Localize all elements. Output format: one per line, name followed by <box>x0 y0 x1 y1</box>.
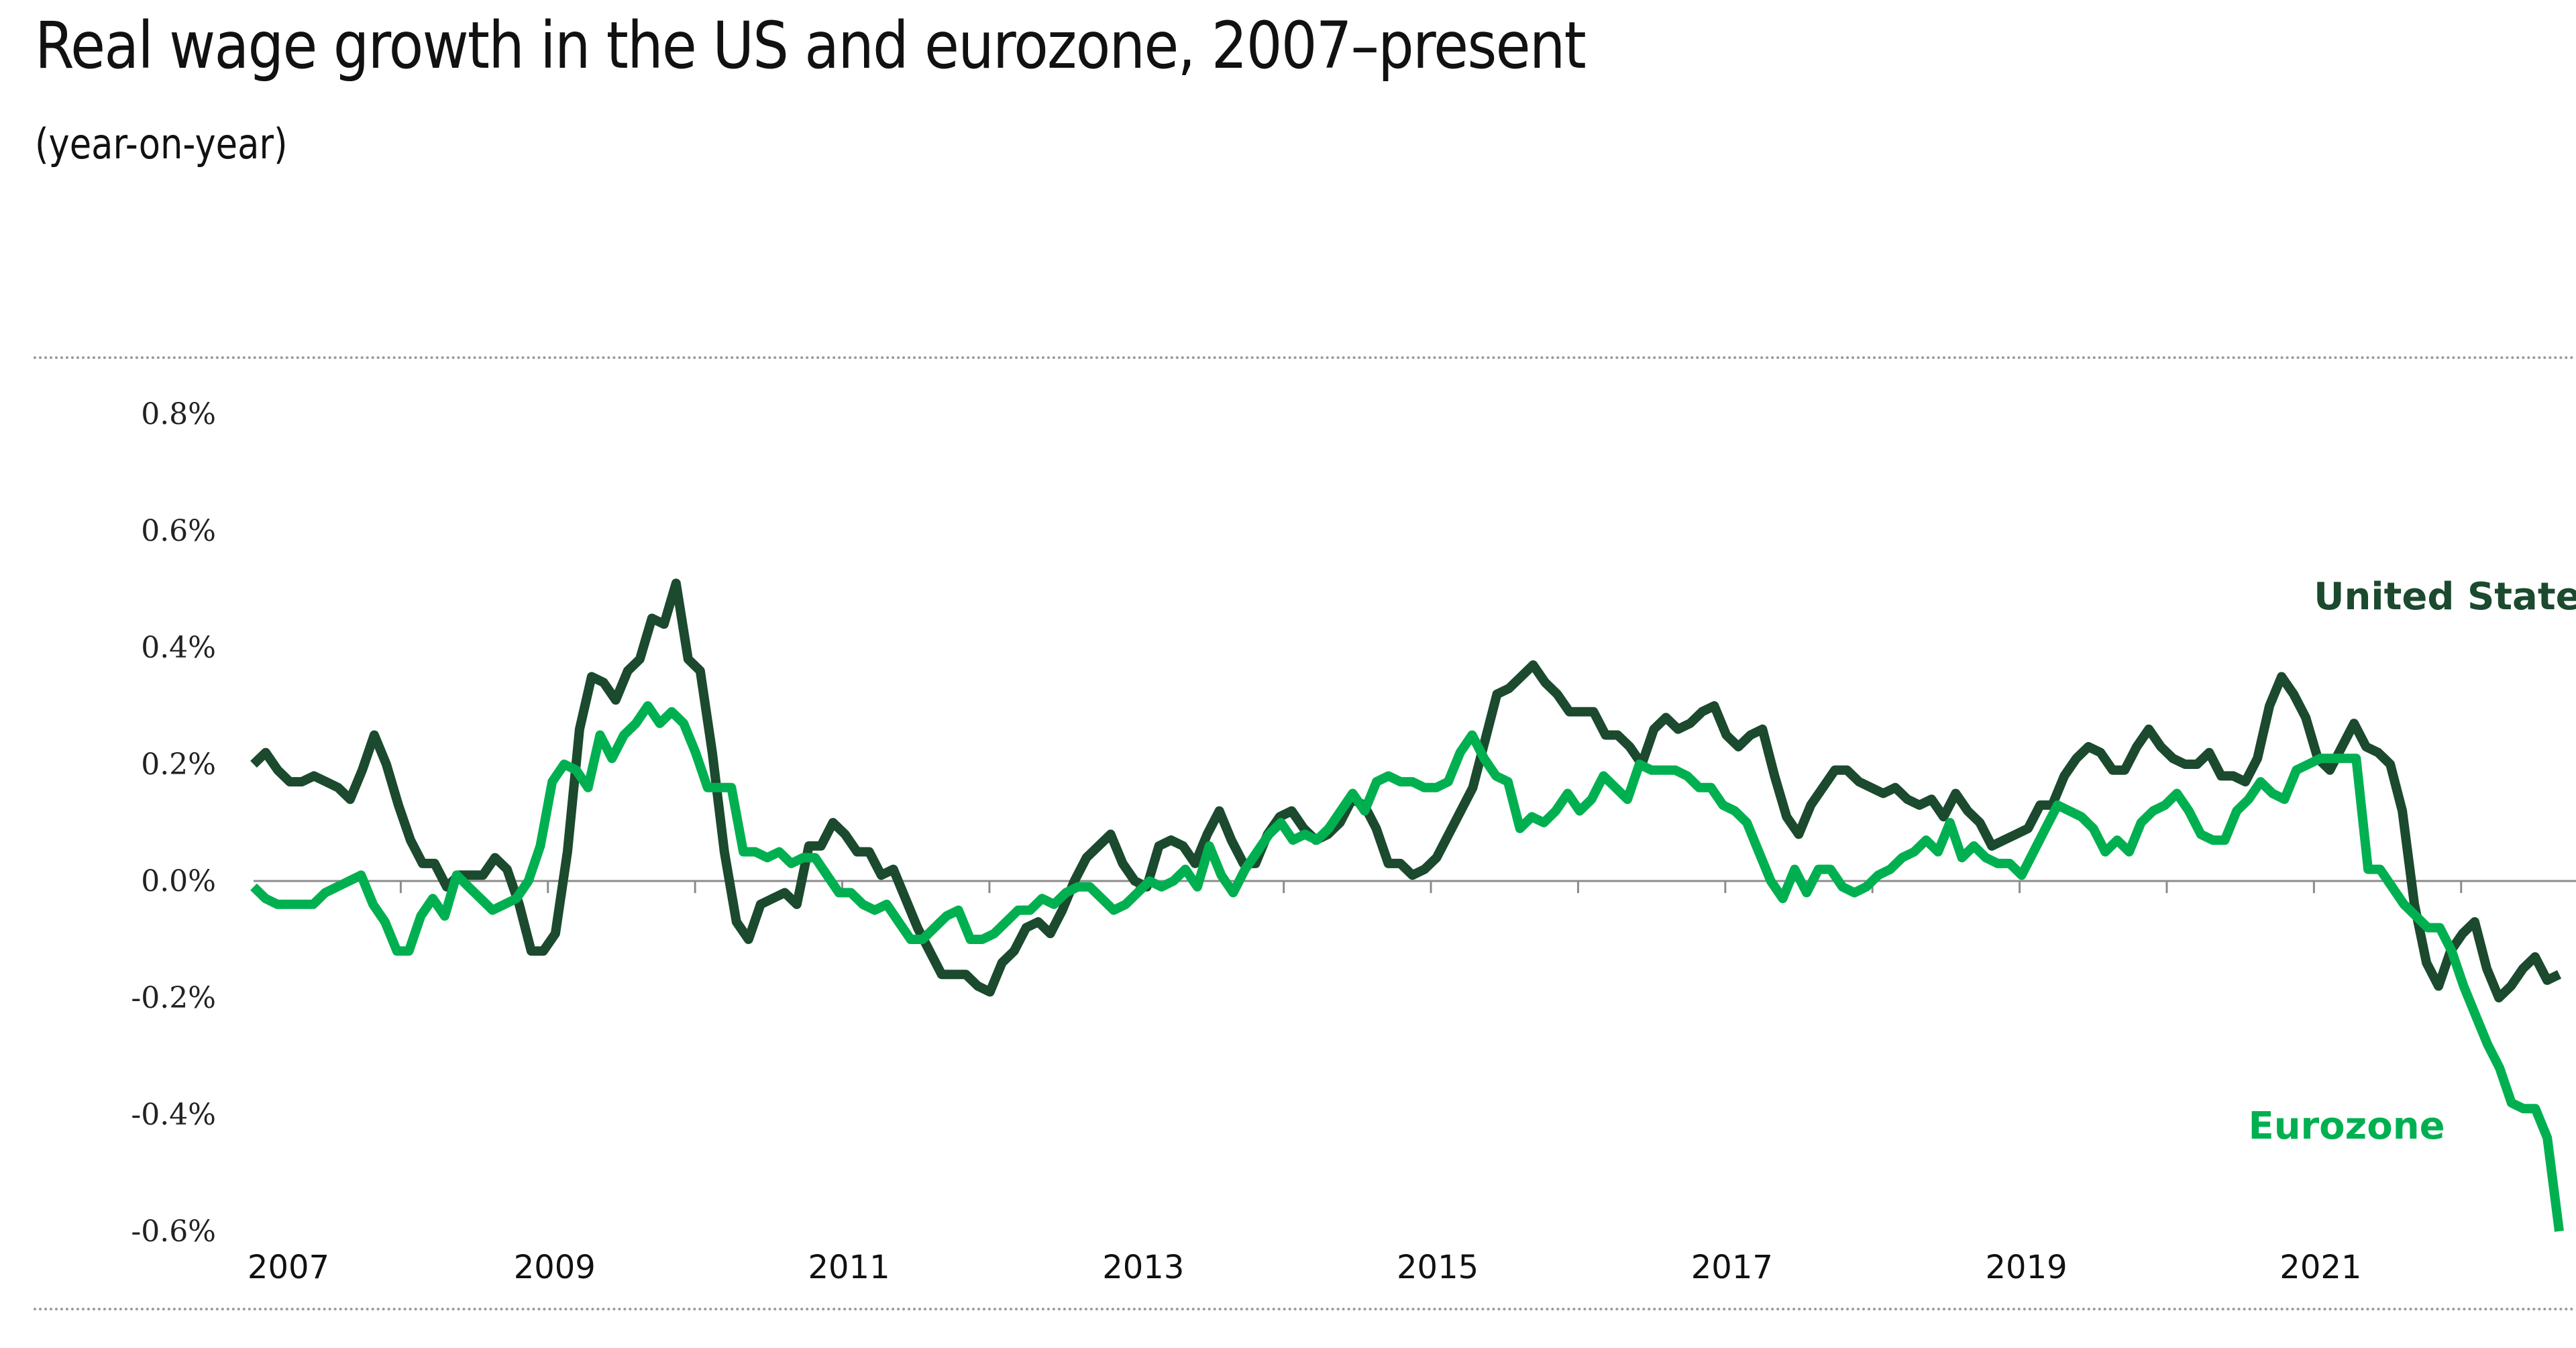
y-tick-label: -0.2% <box>131 981 216 1015</box>
y-tick-label: 0.2% <box>141 747 216 782</box>
x-tick-label: 2013 <box>1102 1249 1184 1286</box>
bottom-divider <box>34 1308 2576 1310</box>
x-tick-label: 2007 <box>248 1249 329 1286</box>
chart-subtitle: (year-on-year) <box>35 119 288 168</box>
y-tick-label: 0.6% <box>141 514 216 548</box>
chart-title: Real wage growth in the US and eurozone,… <box>35 8 1587 83</box>
series-label-eurozone: Eurozone <box>2248 1104 2445 1148</box>
x-tick-label: 2009 <box>514 1249 596 1286</box>
y-tick-label: 0.4% <box>141 631 216 665</box>
x-axis: 2007 2009 2011 2013 2015 2017 2019 2021 <box>248 880 2576 1286</box>
top-divider <box>34 356 2576 359</box>
series-line-united-states <box>250 578 2562 1002</box>
y-tick-label: -0.4% <box>131 1098 216 1132</box>
y-axis: 0.8% 0.6% 0.4% 0.2% 0.0% -0.2% -0.4% -0.6% <box>131 397 216 1249</box>
x-tick-label: 2011 <box>808 1249 890 1286</box>
x-tick-label: 2015 <box>1397 1249 1479 1286</box>
y-tick-label: 0.0% <box>141 864 216 898</box>
y-tick-label: 0.8% <box>141 397 216 431</box>
series-group <box>250 578 2564 1232</box>
x-tick-label: 2021 <box>2279 1249 2361 1286</box>
series-line-eurozone <box>250 701 2564 1232</box>
y-tick-label: -0.6% <box>131 1214 216 1249</box>
series-label-united-states: United States <box>2314 575 2576 619</box>
x-tick-label: 2017 <box>1691 1249 1773 1286</box>
x-tick-label: 2019 <box>1986 1249 2068 1286</box>
series-labels: United States Eurozone <box>2248 575 2576 1148</box>
